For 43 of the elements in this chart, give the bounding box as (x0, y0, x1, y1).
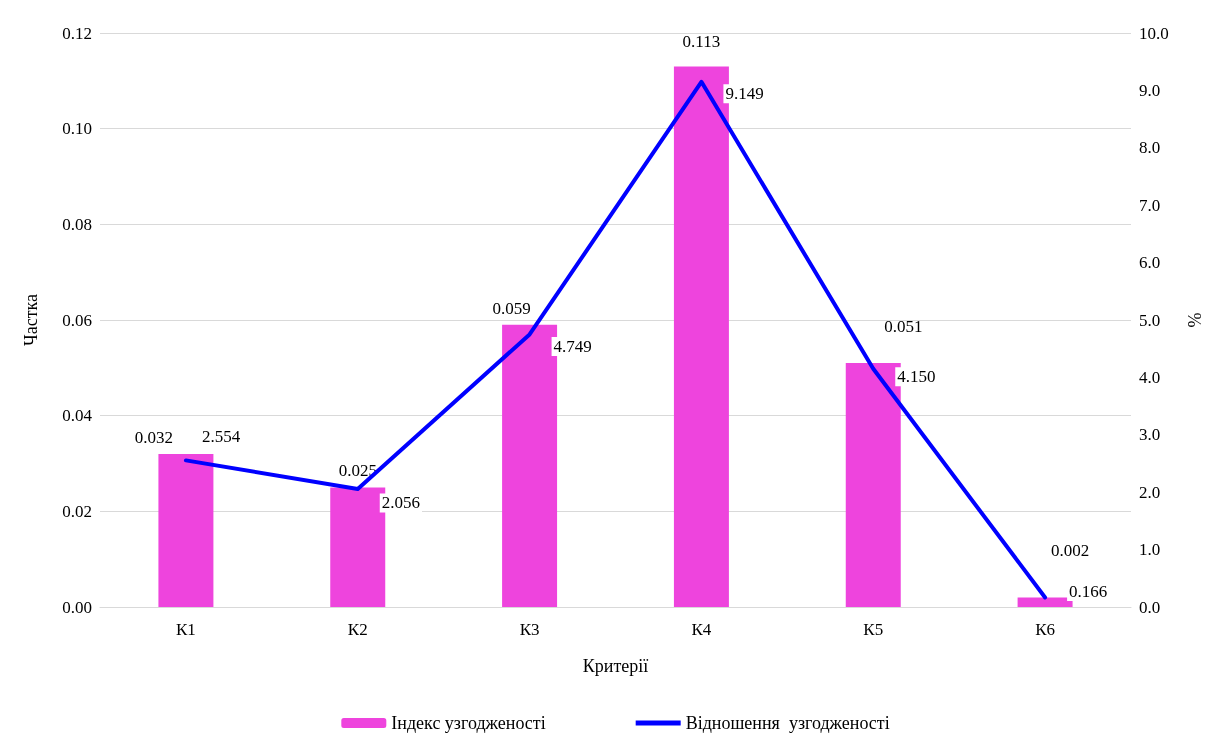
y2-axis-title: % (1185, 312, 1205, 328)
x-tick-label: К3 (519, 620, 540, 639)
data-label: 0.002 (1050, 541, 1090, 561)
data-label: 0.059 (492, 298, 531, 318)
x-tick-label: К1 (175, 620, 196, 639)
y2-tick-label: 6.0 (1139, 253, 1161, 273)
legend-label: Відношення узгодженості (685, 713, 890, 733)
data-label: 2.554 (201, 426, 241, 446)
y-tick-label: 0.04 (62, 406, 93, 426)
x-tick-label: К6 (1035, 620, 1056, 639)
y2-tick-label: 3.0 (1139, 425, 1161, 445)
y2-tick-label: 2.0 (1139, 482, 1161, 502)
y2-tick-label: 1.0 (1139, 540, 1161, 560)
y-axis-title: Частка (21, 293, 41, 347)
data-label: 0.051 (884, 317, 923, 337)
data-label: 9.149 (725, 84, 764, 104)
legend-label: Індекс узгодженості (391, 713, 546, 733)
data-label: 0.032 (134, 427, 174, 447)
y-tick-label: 0.10 (62, 119, 92, 139)
y2-tick-label: 5.0 (1139, 310, 1161, 330)
y2-tick-label: 10.0 (1139, 23, 1169, 43)
y-tick-label: 0.02 (62, 501, 92, 521)
data-label: 0.113 (682, 32, 721, 52)
line-series (183, 79, 1048, 600)
bar (1017, 597, 1073, 607)
y-tick-label: 0.06 (62, 310, 92, 330)
y2-tick-label: 9.0 (1139, 80, 1161, 100)
y-tick-label: 0.08 (62, 214, 92, 234)
y-tick-label: 0.00 (62, 597, 92, 617)
data-label: 4.749 (553, 336, 592, 356)
y2-tick-label: 7.0 (1139, 195, 1161, 215)
data-label: 0.166 (1069, 581, 1108, 601)
x-tick-label: К5 (863, 620, 884, 639)
y-tick-label: 0.12 (62, 23, 92, 43)
x-tick-label: К2 (347, 620, 368, 639)
data-label: 2.056 (381, 493, 420, 513)
data-label: 4.150 (897, 367, 936, 387)
bar (158, 453, 214, 607)
y2-tick-label: 0.0 (1139, 597, 1161, 617)
y2-tick-label: 8.0 (1139, 138, 1161, 158)
y2-tick-label: 4.0 (1139, 367, 1161, 387)
x-axis-title: Критерії (582, 656, 649, 676)
x-tick-label: К4 (691, 620, 712, 639)
